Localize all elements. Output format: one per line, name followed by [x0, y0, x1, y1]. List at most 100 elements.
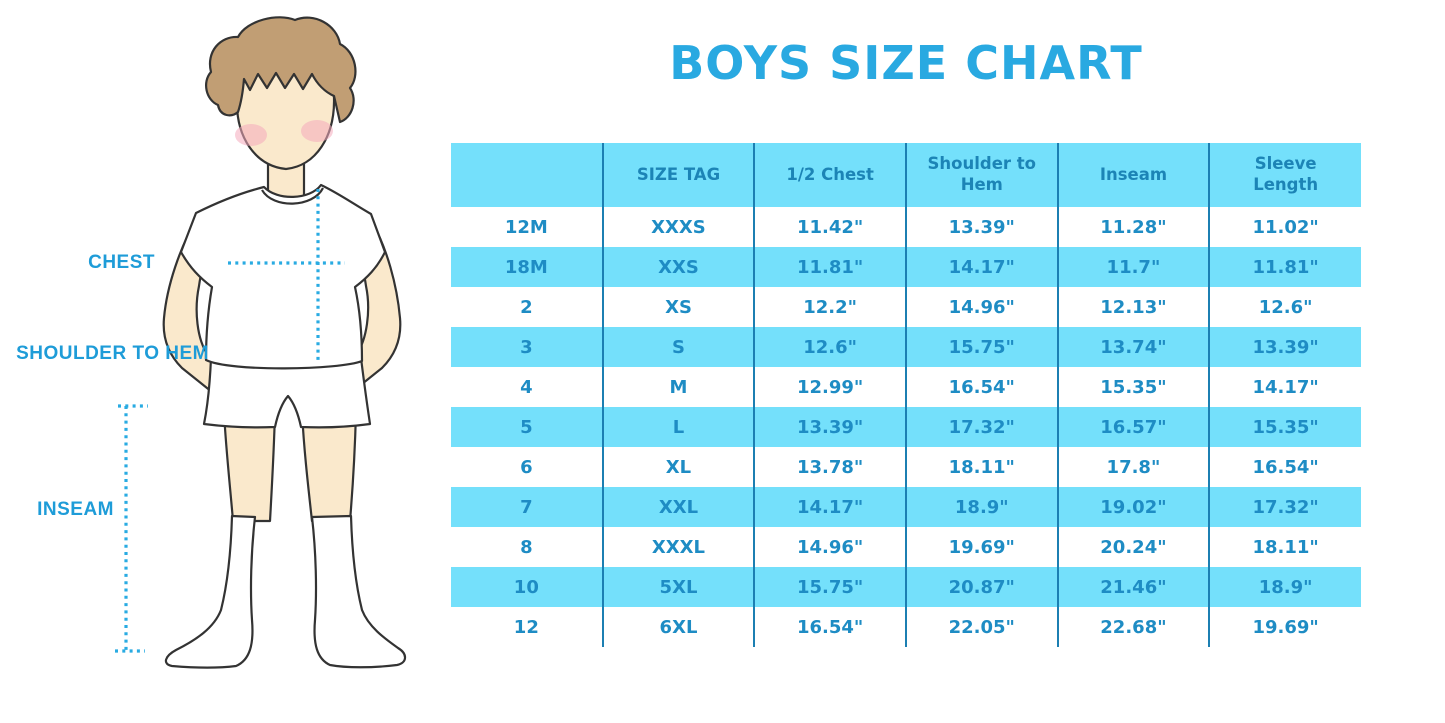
cell: 13.39" [904, 207, 1058, 247]
cell: 14.96" [753, 527, 906, 567]
cell: XL [601, 447, 755, 487]
column-header-size-tag: SIZE TAG [601, 143, 755, 207]
cell: 17.32" [904, 407, 1058, 447]
table-row: 12M XXXS 11.42" 13.39" 11.28" 11.02" [451, 207, 1361, 247]
cell: 12M [504, 216, 548, 238]
cell: 18.9" [1208, 567, 1361, 607]
cell: 15.75" [904, 327, 1058, 367]
left-leg [222, 410, 277, 523]
column-header-sleeve-length: Sleeve Length [1208, 143, 1361, 207]
inseam-label: INSEAM [37, 499, 114, 520]
table-row: 4 M 12.99" 16.54" 15.35" 14.17" [451, 367, 1361, 407]
cell: 13.39" [1208, 327, 1361, 367]
t-shirt [179, 183, 387, 370]
cell: 13.78" [753, 447, 906, 487]
cell: 17.8" [1056, 447, 1210, 487]
cell: 7 [451, 487, 603, 527]
cell: 15.35" [1056, 367, 1210, 407]
cell: 15.35" [1208, 407, 1361, 447]
column-header-blank [451, 143, 603, 207]
cell: 11.81" [753, 247, 906, 287]
cell: XXS [601, 247, 755, 287]
table-row: 10 5XL 15.75" 20.87" 21.46" 18.9" [451, 567, 1361, 607]
inseam-measure-line [115, 404, 148, 653]
cell: 12.13" [1056, 287, 1210, 327]
cell: 20.87" [904, 567, 1058, 607]
cell: 14.17" [753, 487, 906, 527]
cell: 12 [513, 616, 539, 638]
cell: XS [601, 287, 755, 327]
table-row: 18M XXS 11.81" 14.17" 11.7" 11.81" [451, 247, 1361, 287]
cell: 12.6" [1208, 287, 1361, 327]
cell: XXL [601, 487, 755, 527]
cell: 18.11" [904, 447, 1058, 487]
page-title: BOYS SIZE CHART [669, 36, 1143, 90]
left-blush [235, 124, 267, 146]
cell: 16.54" [753, 607, 906, 647]
left-sock [164, 514, 257, 669]
cell: XXXL [601, 527, 755, 567]
cell: 19.69" [1208, 607, 1361, 647]
cell: 10 [451, 567, 603, 607]
boy-measurement-illustration: CHEST SHOULDER TO HEM INSEAM [16, 16, 407, 669]
cell: 6XL [601, 607, 755, 647]
table-row: 2 XS 12.2" 14.96" 12.13" 12.6" [451, 287, 1361, 327]
collar-line [261, 187, 324, 205]
cell: L [601, 407, 755, 447]
cell: 13.39" [753, 407, 906, 447]
cell: 22.68" [1056, 607, 1210, 647]
header-row: SIZE TAG 1/2 Chest Shoulder to Hem Insea… [451, 143, 1361, 207]
cell: 14.17" [904, 247, 1058, 287]
table-row: 12 6XL 16.54" 22.05" 22.68" 19.69" [451, 607, 1361, 647]
cell: S [601, 327, 755, 367]
shoulder-to-hem-label: SHOULDER TO HEM [16, 343, 209, 364]
cell: 18.11" [1208, 527, 1361, 567]
cell: 4 [520, 376, 533, 398]
cell: 20.24" [1056, 527, 1210, 567]
cell: 5XL [601, 567, 755, 607]
cell: 6 [520, 456, 533, 478]
cell: 12.6" [753, 327, 906, 367]
cell: 14.96" [904, 287, 1058, 327]
cell: 18M [451, 247, 603, 287]
cell: 2 [520, 296, 533, 318]
cell: M [601, 367, 755, 407]
table-row: 7 XXL 14.17" 18.9" 19.02" 17.32" [451, 487, 1361, 527]
column-header-inseam: Inseam [1056, 143, 1210, 207]
size-table: SIZE TAG 1/2 Chest Shoulder to Hem Insea… [451, 143, 1361, 647]
table-row: 6 XL 13.78" 18.11" 17.8" 16.54" [451, 447, 1361, 487]
size-table-container: SIZE TAG 1/2 Chest Shoulder to Hem Insea… [451, 143, 1361, 647]
cell: 16.54" [904, 367, 1058, 407]
table-row: 8 XXXL 14.96" 19.69" 20.24" 18.11" [451, 527, 1361, 567]
cell: 19.69" [904, 527, 1058, 567]
cell: 11.28" [1056, 207, 1210, 247]
column-header-shoulder-to-hem: Shoulder to Hem [904, 143, 1058, 207]
hair [205, 16, 357, 124]
cell: 11.81" [1208, 247, 1361, 287]
right-blush [301, 120, 333, 142]
cell: 18.9" [904, 487, 1058, 527]
cell: 11.42" [753, 207, 906, 247]
cell: 16.57" [1056, 407, 1210, 447]
cell: 11.02" [1208, 207, 1361, 247]
cell: 13.74" [1056, 327, 1210, 367]
table-row: 5 L 13.39" 17.32" 16.57" 15.35" [451, 407, 1361, 447]
column-header-half-chest: 1/2 Chest [753, 143, 906, 207]
boy-figure [162, 16, 407, 669]
right-sock [310, 514, 407, 669]
cell: 21.46" [1056, 567, 1210, 607]
cell: 19.02" [1056, 487, 1210, 527]
cell: 12.99" [753, 367, 906, 407]
cell: 15.75" [753, 567, 906, 607]
cell: 3 [451, 327, 603, 367]
table-row: 3 S 12.6" 15.75" 13.74" 13.39" [451, 327, 1361, 367]
cell: 14.17" [1208, 367, 1361, 407]
cell: 12.2" [753, 287, 906, 327]
cell: 5 [451, 407, 603, 447]
cell: 17.32" [1208, 487, 1361, 527]
cell: 22.05" [904, 607, 1058, 647]
cell: 16.54" [1208, 447, 1361, 487]
shorts [202, 356, 372, 429]
chest-label: CHEST [88, 252, 155, 273]
